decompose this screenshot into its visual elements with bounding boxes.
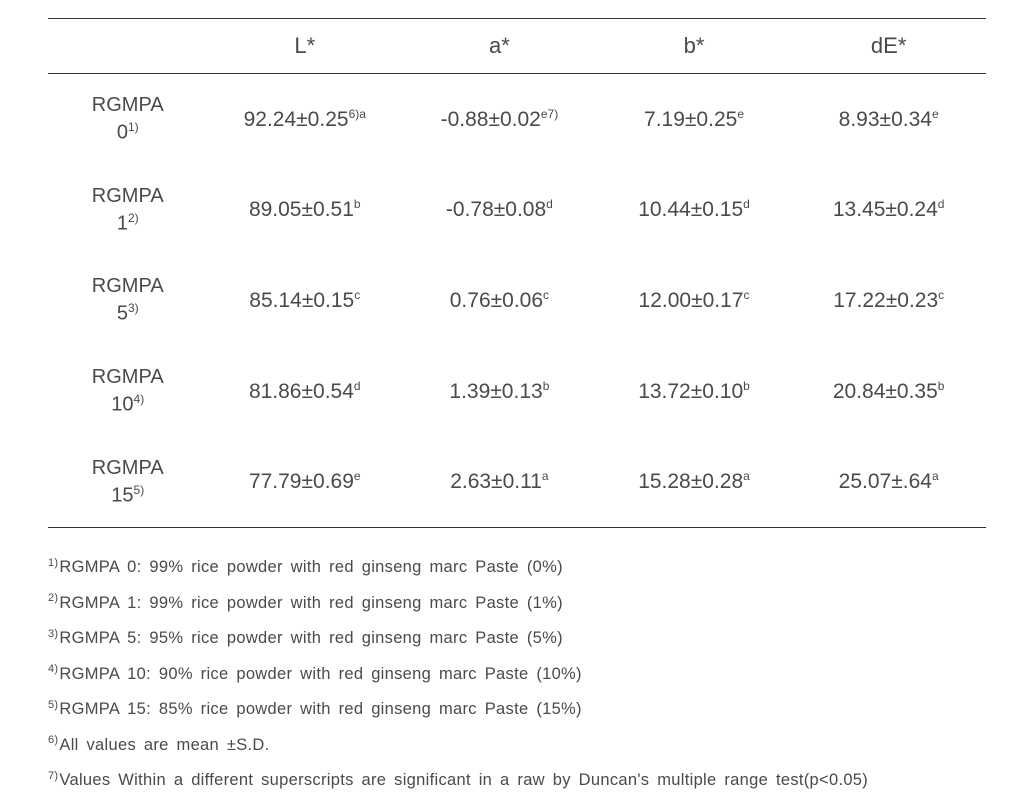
col-a: a* [402, 19, 597, 74]
row-label: RGMPA12) [48, 165, 207, 256]
table-row: RGMPA01)92.24±0.256)a-0.88±0.02e7)7.19±0… [48, 74, 986, 165]
row-label: RGMPA53) [48, 255, 207, 346]
row-label: RGMPA155) [48, 437, 207, 528]
footnotes: 1)RGMPA 0: 99% rice powder with red gins… [48, 550, 986, 798]
table-body: RGMPA01)92.24±0.256)a-0.88±0.02e7)7.19±0… [48, 74, 986, 528]
footnote: 5)RGMPA 15: 85% rice powder with red gin… [48, 692, 986, 727]
cell-b: 12.00±0.17c [597, 255, 792, 346]
cell-b: 15.28±0.28a [597, 437, 792, 528]
cell-b: 10.44±0.15d [597, 165, 792, 256]
cell-a: 0.76±0.06c [402, 255, 597, 346]
cell-dE: 13.45±0.24d [791, 165, 986, 256]
cell-L: 85.14±0.15c [207, 255, 402, 346]
cell-L: 89.05±0.51b [207, 165, 402, 256]
cell-a: -0.78±0.08d [402, 165, 597, 256]
table-row: RGMPA104)81.86±0.54d1.39±0.13b13.72±0.10… [48, 346, 986, 437]
footnote: 7)Values Within a different superscripts… [48, 763, 986, 798]
table-row: RGMPA155)77.79±0.69e2.63±0.11a15.28±0.28… [48, 437, 986, 528]
col-dE: dE* [791, 19, 986, 74]
col-L: L* [207, 19, 402, 74]
footnote: 2)RGMPA 1: 99% rice powder with red gins… [48, 586, 986, 621]
cell-dE: 17.22±0.23c [791, 255, 986, 346]
cell-dE: 25.07±.64a [791, 437, 986, 528]
cell-L: 92.24±0.256)a [207, 74, 402, 165]
cell-dE: 20.84±0.35b [791, 346, 986, 437]
col-blank [48, 19, 207, 74]
footnote: 1)RGMPA 0: 99% rice powder with red gins… [48, 550, 986, 585]
row-label: RGMPA104) [48, 346, 207, 437]
cell-b: 13.72±0.10b [597, 346, 792, 437]
cell-a: -0.88±0.02e7) [402, 74, 597, 165]
data-table: L* a* b* dE* RGMPA01)92.24±0.256)a-0.88±… [48, 18, 986, 528]
table-row: RGMPA53)85.14±0.15c0.76±0.06c12.00±0.17c… [48, 255, 986, 346]
cell-a: 2.63±0.11a [402, 437, 597, 528]
table-head: L* a* b* dE* [48, 19, 986, 74]
footnote: 4)RGMPA 10: 90% rice powder with red gin… [48, 657, 986, 692]
col-b: b* [597, 19, 792, 74]
cell-b: 7.19±0.25e [597, 74, 792, 165]
cell-dE: 8.93±0.34e [791, 74, 986, 165]
row-label: RGMPA01) [48, 74, 207, 165]
cell-L: 81.86±0.54d [207, 346, 402, 437]
cell-a: 1.39±0.13b [402, 346, 597, 437]
footnote: 3)RGMPA 5: 95% rice powder with red gins… [48, 621, 986, 656]
cell-L: 77.79±0.69e [207, 437, 402, 528]
table-row: RGMPA12)89.05±0.51b-0.78±0.08d10.44±0.15… [48, 165, 986, 256]
footnote: 6)All values are mean ±S.D. [48, 728, 986, 763]
